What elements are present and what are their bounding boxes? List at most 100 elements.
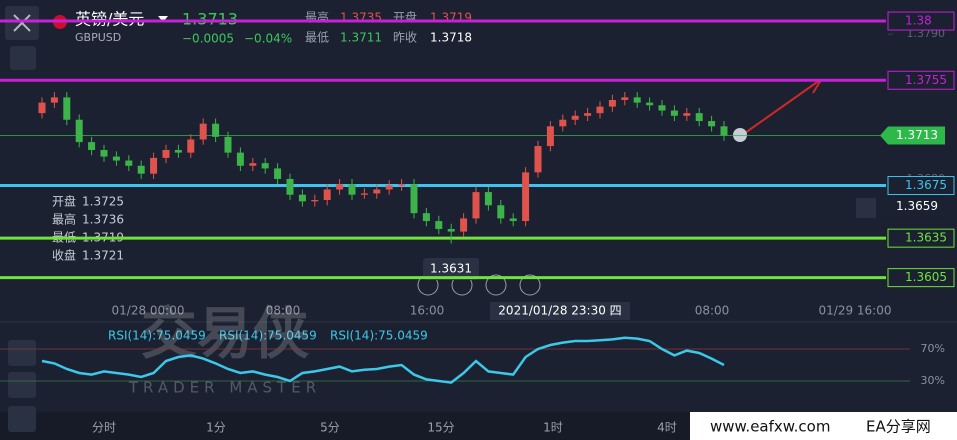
candle-body bbox=[298, 194, 306, 202]
timeframe-tab[interactable]: 1分 bbox=[206, 421, 226, 435]
timeframe-tab[interactable]: 4时 bbox=[657, 421, 677, 435]
candle-body bbox=[274, 168, 282, 179]
change: −0.0005 bbox=[182, 32, 234, 46]
alert-icon[interactable] bbox=[856, 198, 876, 218]
ohlc-label: 收盘 bbox=[52, 248, 76, 263]
candle-body bbox=[360, 193, 368, 195]
site: www.eafxw.com bbox=[710, 418, 830, 436]
timeframe-tab[interactable]: 1时 bbox=[543, 421, 563, 435]
candle-body bbox=[497, 205, 505, 219]
price: 1.3713 bbox=[182, 10, 238, 29]
stat-label: 最低 bbox=[305, 31, 329, 45]
watermark-title: 交易侠 bbox=[141, 302, 309, 367]
tool-button[interactable] bbox=[8, 340, 36, 366]
time-label: 08:00 bbox=[695, 304, 730, 318]
candle-body bbox=[559, 119, 567, 127]
ohlc-label: 开盘 bbox=[52, 194, 76, 209]
level-label: 1.38 bbox=[905, 14, 932, 28]
level-tag bbox=[887, 176, 955, 196]
candle-body bbox=[373, 189, 381, 194]
indicator-label: RSI(14):75.0459 bbox=[330, 329, 428, 343]
level-tag bbox=[887, 11, 955, 31]
candle-body bbox=[385, 185, 393, 190]
candle-body bbox=[88, 142, 96, 150]
level-tag bbox=[887, 70, 955, 90]
candle-body bbox=[261, 163, 269, 169]
candle-body bbox=[670, 110, 678, 116]
candle-body bbox=[460, 218, 468, 232]
candle-body bbox=[249, 163, 257, 166]
candle-body bbox=[633, 97, 641, 103]
candle-body bbox=[236, 152, 244, 166]
candle-body bbox=[484, 192, 492, 206]
candle-body bbox=[695, 113, 703, 122]
time-label: 16:00 bbox=[410, 304, 445, 318]
alert-tag bbox=[880, 196, 946, 217]
candle-body bbox=[323, 189, 331, 200]
y-tick-label: 70% bbox=[921, 342, 945, 355]
candle-body bbox=[212, 123, 220, 137]
candle-body bbox=[596, 106, 604, 114]
level-tag bbox=[887, 228, 955, 248]
ohlc-value: 1.3736 bbox=[82, 213, 124, 227]
candle-body bbox=[720, 126, 728, 136]
ohlc-value: 1.3721 bbox=[82, 249, 124, 263]
stat-label: 昨收 bbox=[393, 31, 417, 45]
timeframe-tab[interactable]: 15分 bbox=[427, 421, 454, 435]
info-icon[interactable] bbox=[733, 128, 747, 142]
expand-button[interactable] bbox=[10, 46, 36, 70]
last-price-label: 1.3713 bbox=[896, 128, 938, 142]
candle-body bbox=[75, 119, 83, 143]
candle-body bbox=[348, 184, 356, 195]
candle-body bbox=[447, 228, 455, 232]
candle-body bbox=[658, 105, 666, 111]
crosshair-time-box bbox=[490, 302, 630, 320]
candle-body bbox=[472, 192, 480, 219]
timeframe-tab[interactable]: 分时 bbox=[92, 421, 116, 435]
level-label: 1.3675 bbox=[905, 178, 947, 192]
change-pct: −0.04% bbox=[244, 32, 292, 46]
candle-body bbox=[137, 165, 145, 174]
candle-body bbox=[621, 97, 629, 100]
low-tooltip bbox=[423, 258, 479, 280]
candle-body bbox=[522, 172, 530, 222]
candle-body bbox=[646, 102, 654, 106]
rsi-line bbox=[41, 336, 725, 384]
draw-button[interactable] bbox=[8, 372, 36, 398]
candle-body bbox=[546, 126, 554, 147]
candle-body bbox=[224, 136, 232, 153]
low-marker: 1.3631 bbox=[430, 262, 472, 276]
candle-body bbox=[708, 121, 716, 127]
candle-body bbox=[571, 115, 579, 120]
indicator-label: RSI(14):75.0459 bbox=[219, 329, 317, 343]
symbol: 英镑/美元 bbox=[75, 10, 144, 29]
brand: EA分享网 bbox=[866, 418, 931, 436]
y-tick-label: 30% bbox=[921, 374, 945, 387]
ohlc-label: 最高 bbox=[52, 212, 76, 227]
indicator-label: RSI(14):75.0459 bbox=[108, 329, 206, 343]
candle-body bbox=[50, 97, 58, 103]
candle-body bbox=[584, 113, 592, 116]
candle-body bbox=[336, 184, 344, 190]
ohlc-value: 1.3725 bbox=[82, 195, 124, 209]
candle-body bbox=[112, 156, 120, 161]
trend-arrow bbox=[744, 79, 821, 134]
symbol-code: GBPUSD bbox=[75, 31, 121, 44]
dropdown-icon[interactable] bbox=[158, 16, 168, 22]
candle-body bbox=[187, 139, 195, 153]
level-label: 1.3635 bbox=[905, 231, 947, 245]
candle-body bbox=[410, 184, 418, 214]
timeframe-tab[interactable]: 5分 bbox=[320, 421, 340, 435]
zoom-in[interactable] bbox=[519, 274, 541, 296]
candle-body bbox=[150, 157, 158, 174]
next[interactable] bbox=[485, 274, 507, 296]
candle-body bbox=[174, 150, 182, 153]
time-label: 01/29 16:00 bbox=[819, 304, 892, 318]
indicator-button[interactable] bbox=[8, 406, 36, 432]
close-icon bbox=[13, 14, 31, 32]
stat-value: 1.3718 bbox=[430, 31, 472, 45]
watermark-subtitle: TRADER MASTER bbox=[128, 379, 321, 397]
candle-body bbox=[422, 213, 430, 222]
